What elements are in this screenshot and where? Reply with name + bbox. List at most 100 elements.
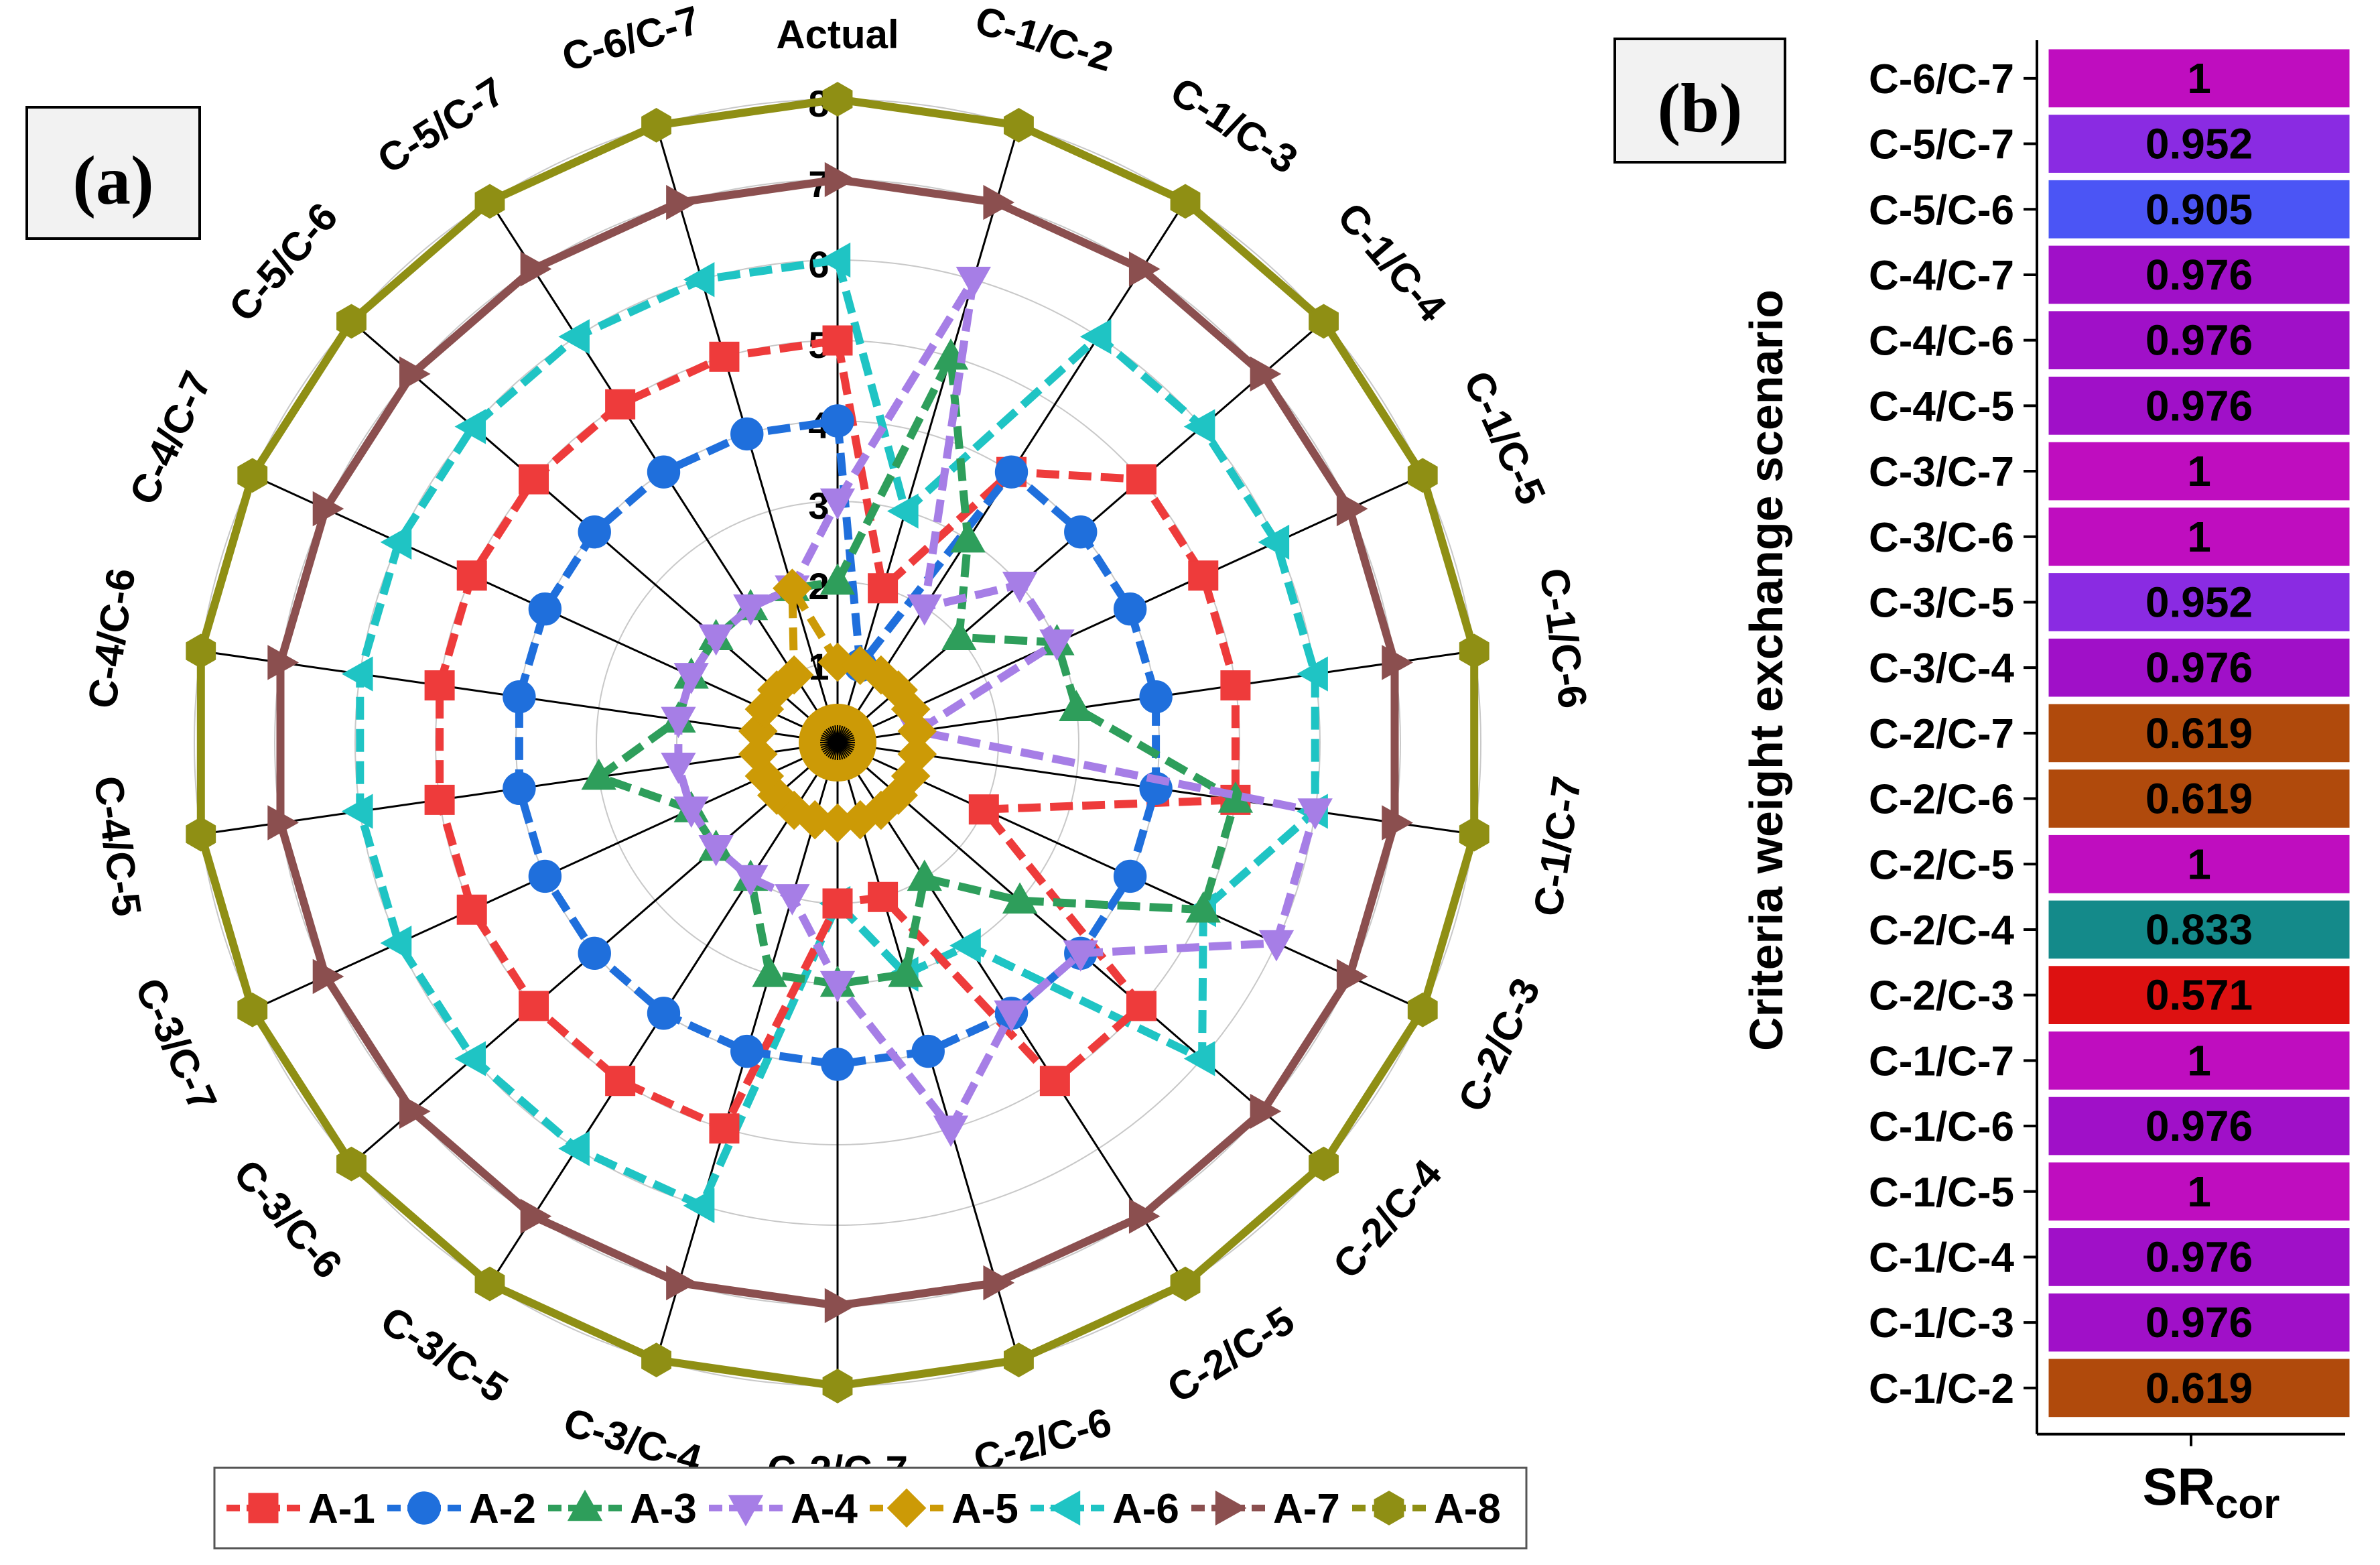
heatmap-cell-value: 0.952 [2145,578,2253,626]
data-point [578,936,611,971]
data-point [1128,1198,1161,1234]
data-point [738,734,778,774]
heatmap-cell [2046,113,2352,175]
data-point [994,1000,1029,1032]
heatmap-row-label: C-2/C-7 [1869,711,2014,757]
data-point [1188,560,1219,591]
data-point [775,884,810,916]
data-point [1063,940,1098,972]
data-point [1004,1342,1034,1377]
data-point [267,645,299,680]
data-point [774,655,814,695]
data-point [983,1265,1015,1301]
heatmap-cell [2046,702,2352,765]
legend-label: A-3 [630,1486,697,1532]
series-a-8 [186,82,1490,1403]
data-point [1250,356,1282,392]
data-point [605,389,636,420]
data-point [1309,304,1339,339]
data-point [237,458,268,493]
data-point [824,162,856,198]
data-point [887,493,919,529]
data-point [868,881,899,912]
data-point [380,524,412,560]
radar-category-label: C-4/C-6 [79,566,143,711]
data-point [949,928,981,964]
series-line [356,256,1319,1210]
data-point [312,491,344,527]
radar-category-label: C-1/C-3 [1163,68,1305,182]
heatmap-cell-value: 1 [2187,1168,2211,1216]
heatmap-cell-value: 1 [2187,447,2211,495]
heatmap-cell [2046,964,2352,1027]
data-point [1113,592,1147,626]
heatmap-xlabel-main: SR [2143,1457,2215,1516]
series-a-5 [738,568,937,843]
radar-category-label: C-2/C-3 [1449,971,1548,1118]
heatmap-row-label: C-2/C-3 [1869,973,2014,1019]
data-point [773,568,812,609]
data-point [1170,184,1201,219]
heatmap-row-label: C-1/C-4 [1869,1235,2015,1281]
data-point [454,1041,486,1076]
heatmap-row-label: C-2/C-4 [1869,907,2015,954]
data-point [605,1066,636,1097]
data-point [474,184,505,219]
data-point [1126,991,1156,1021]
heatmap-cell-value: 0.952 [2145,120,2253,168]
heatmap-row-label: C-4/C-5 [1869,383,2014,430]
data-point [1126,464,1156,495]
heatmap-cell-value: 0.976 [2145,643,2253,692]
heatmap-cell-value: 0.976 [2145,316,2253,365]
heatmap-cell [2046,1094,2352,1157]
data-point [661,752,696,784]
data-point [821,404,854,438]
legend-label: A-7 [1273,1486,1340,1532]
heatmap-cell-value: 1 [2187,513,2211,561]
data-point [878,775,918,815]
radar-category-label: C-1/C-2 [970,0,1118,80]
legend-marker [1215,1490,1247,1526]
heatmap-row-label: C-4/C-7 [1869,253,2014,299]
series-line [515,417,1161,1068]
heatmap-cell-value: 0.976 [2145,1298,2253,1347]
heatmap-row-label: C-3/C-6 [1869,515,2014,561]
data-point [983,184,1015,221]
data-point [730,417,764,451]
data-point [730,1034,764,1068]
legend-label: A-5 [951,1486,1018,1532]
data-point [336,1146,367,1182]
data-point [1336,958,1368,995]
heatmap-cell [2046,505,2352,568]
data-point [528,859,562,893]
legend-label: A-1 [308,1486,375,1532]
data-point [1185,891,1221,923]
legend-marker [1374,1491,1404,1525]
data-point [819,563,856,595]
data-point [1459,633,1490,669]
legend-marker [567,1489,603,1521]
legend-marker [407,1491,441,1525]
series-a-7 [267,162,1413,1324]
data-point [312,958,344,995]
data-point [933,1115,969,1147]
heatmap-cell-value: 0.976 [2145,1233,2253,1281]
data-point [819,242,851,278]
data-point [424,670,455,701]
data-point [578,515,611,549]
data-point [698,834,734,867]
data-point [1220,670,1251,701]
data-point [380,925,412,961]
data-point [1004,108,1034,143]
heatmap-row-label: C-1/C-5 [1869,1170,2014,1216]
radar-category-label: C-1/C-7 [1525,773,1589,919]
data-point [1002,572,1038,603]
data-point [1258,524,1290,560]
heatmap-row-label: C-5/C-7 [1869,122,2014,168]
heatmap-row-label: C-1/C-6 [1869,1104,2014,1150]
data-point [955,266,992,298]
data-point [1079,319,1112,355]
legend-marker [1049,1490,1081,1526]
heatmap-cell [2046,898,2352,961]
